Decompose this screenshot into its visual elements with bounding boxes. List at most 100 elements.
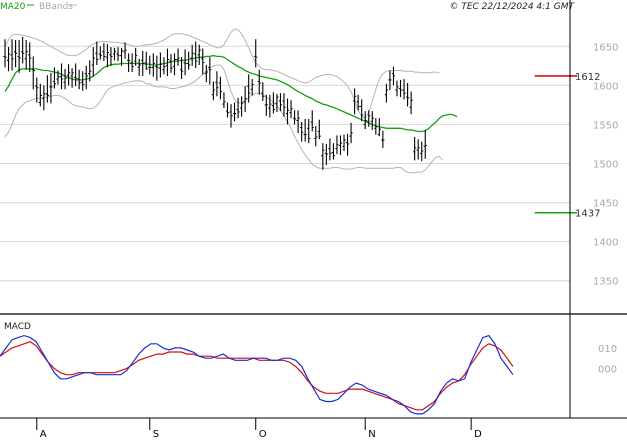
price-bar — [338, 135, 343, 155]
price-bar — [123, 42, 127, 59]
price-bar — [303, 118, 307, 142]
price-bar — [130, 53, 134, 73]
price-bar — [360, 99, 364, 122]
y-tick-label: 1550 — [593, 120, 618, 131]
support-label: 1437 — [575, 209, 600, 220]
price-bar — [197, 44, 201, 66]
price-bar — [52, 67, 57, 89]
price-bar — [211, 81, 215, 101]
price-bar — [119, 47, 124, 66]
price-bar — [292, 110, 297, 125]
bollinger-bands — [4, 28, 444, 174]
price-bar — [88, 60, 92, 82]
bbands-upper-line — [4, 28, 440, 119]
price-bar — [236, 97, 240, 119]
copyright-label: © TEC 22/12/2024 4:1 GMT — [449, 2, 575, 12]
grid-lines — [0, 45, 570, 282]
price-bar — [35, 77, 39, 103]
price-bar — [409, 91, 413, 115]
price-bar — [169, 54, 173, 73]
price-bar — [201, 48, 205, 75]
price-bar — [10, 39, 14, 71]
price-bar — [112, 47, 117, 61]
price-bar — [384, 83, 388, 103]
price-bar — [127, 53, 131, 73]
price-bar — [377, 118, 381, 137]
price-bar — [310, 110, 314, 132]
ma20-line-path — [4, 54, 458, 133]
price-bar — [102, 43, 106, 62]
price-bar — [370, 111, 374, 130]
price-bar — [423, 129, 427, 159]
x-tick-label: N — [368, 429, 375, 440]
x-tick-label: O — [259, 429, 267, 440]
price-bar — [405, 82, 410, 107]
price-bar — [81, 71, 85, 91]
price-bar — [218, 76, 223, 100]
y-tick-label: 1400 — [593, 238, 618, 249]
y-tick-label: 1600 — [593, 81, 618, 92]
price-bar — [307, 118, 311, 144]
macd-y-tick-label: 000 — [598, 365, 617, 376]
x-tick-label: D — [474, 429, 482, 440]
price-bar — [420, 141, 424, 162]
bbands-lower-line — [4, 64, 444, 174]
price-bar — [187, 51, 191, 70]
price-bar — [250, 79, 254, 96]
price-bar — [158, 52, 162, 78]
price-bar — [38, 83, 42, 107]
macd-line — [0, 334, 514, 415]
price-bar — [225, 102, 230, 118]
macd-y-tick-label: 010 — [598, 344, 617, 355]
price-bar — [328, 138, 332, 161]
price-bar — [190, 44, 194, 66]
price-bar — [98, 46, 102, 60]
price-bar — [243, 86, 247, 112]
price-bar — [317, 119, 321, 140]
price-bar — [172, 53, 177, 76]
price-bar — [342, 134, 346, 151]
x-tick-label: A — [40, 429, 47, 440]
price-bar — [183, 49, 187, 76]
price-bar — [247, 74, 251, 103]
price-bar — [254, 39, 258, 68]
price-bar — [194, 41, 198, 69]
price-bar — [134, 47, 138, 66]
price-bar — [271, 92, 275, 114]
price-bar — [395, 80, 399, 97]
price-bar — [388, 70, 392, 91]
price-bar — [74, 63, 78, 87]
price-bar — [321, 143, 325, 170]
price-bar — [398, 79, 403, 98]
price-bar — [66, 64, 71, 86]
macd-title: MACD — [4, 322, 31, 332]
price-bar — [109, 47, 113, 66]
price-bar — [6, 47, 11, 72]
price-bars — [3, 36, 427, 170]
x-tick-label: S — [153, 429, 159, 440]
price-bar — [21, 36, 25, 64]
price-bar — [345, 133, 350, 156]
price-bar — [324, 143, 328, 166]
price-bar — [148, 55, 152, 75]
price-bar — [268, 94, 272, 118]
price-bar — [278, 93, 283, 112]
price-bar — [137, 58, 141, 76]
price-bar — [261, 82, 265, 101]
ma20-legend-label: MA20 — [0, 2, 26, 12]
price-bar — [165, 48, 170, 76]
price-bar — [229, 104, 233, 128]
price-bar — [289, 100, 293, 119]
price-bar — [105, 43, 110, 68]
price-bar — [91, 47, 95, 77]
price-bar — [162, 57, 166, 75]
price-bar — [151, 53, 155, 77]
price-bar — [381, 130, 385, 148]
bbands-legend-label: BBands — [39, 2, 73, 12]
price-bar — [257, 69, 261, 95]
price-bar — [56, 70, 60, 85]
